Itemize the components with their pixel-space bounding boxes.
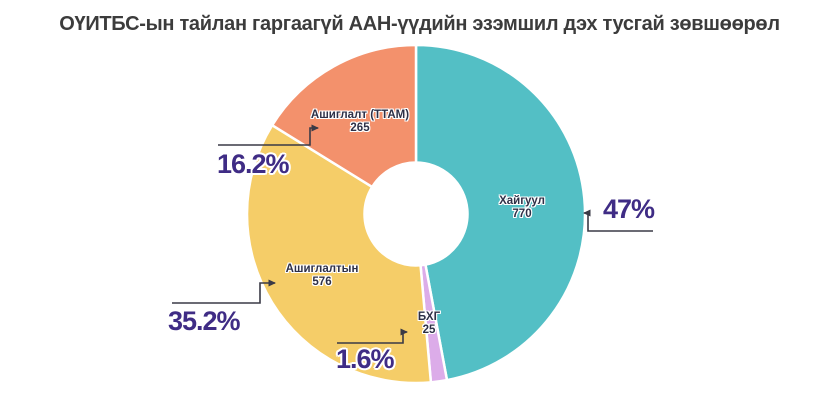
slice-label-name: Ашиглалт (ТТАМ) — [310, 109, 410, 121]
slice-label-bkhg: БХГ 25 — [418, 311, 440, 337]
percent-label-khaiguul: 47% — [603, 194, 655, 224]
slice-label-value: 265 — [350, 122, 370, 134]
slice-label-name: БХГ — [417, 311, 441, 323]
slice-label-value: 25 — [422, 324, 436, 336]
percent-label-ashiglaltyn: 35.2% — [168, 306, 241, 336]
slice-label-name: Хайгуул — [499, 195, 545, 207]
slice-ashiglalt-ttam — [270, 43, 418, 189]
slice-label-value: 770 — [512, 208, 532, 220]
slice-label-ashiglalt-ttam: Ашиглалт (ТТАМ) 265 — [311, 109, 409, 135]
slice-label-value: 576 — [312, 276, 332, 288]
chart-title: ОҮИТБС-ын тайлан гаргаагүй ААН-үүдийн эз… — [59, 13, 780, 35]
callout-line-bkhg — [337, 328, 408, 344]
slice-khaiguul — [414, 43, 587, 382]
donut-slices — [245, 43, 587, 385]
callout-line-khaiguul — [583, 209, 653, 232]
callout-line-ashiglaltyn — [172, 279, 276, 304]
percent-label-ashiglalt-ttam: 16.2% — [217, 149, 290, 179]
percent-label-bkhg: 1.6% — [336, 344, 395, 374]
callout-line-ashiglalt-ttam — [218, 124, 319, 146]
slice-label-ashiglaltyn: Ашиглалтын 576 — [286, 263, 359, 289]
slice-ashiglaltyn — [245, 123, 433, 385]
slice-label-name: Ашиглалтын — [285, 263, 359, 275]
slice-label-khaiguul: Хайгуул 770 — [499, 195, 545, 221]
